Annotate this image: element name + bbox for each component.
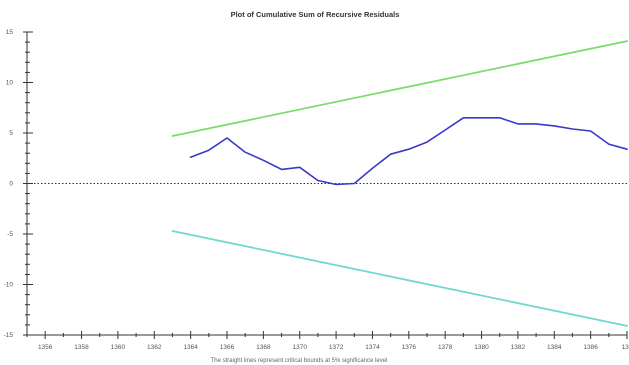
x-axis-ticks: 1356 1358 1360 1362 1364 1366 1368 1370 1372 1374… bbox=[26, 331, 629, 351]
y-tick-label: -10 bbox=[4, 282, 14, 289]
y-tick-label: 15 bbox=[6, 29, 14, 36]
y-tick-label: 5 bbox=[9, 130, 13, 137]
chart-title: Plot of Cumulative Sum of Recursive Resi… bbox=[231, 10, 400, 19]
x-tick-label: 1370 bbox=[292, 344, 307, 351]
y-tick-label: -5 bbox=[7, 231, 13, 238]
x-tick-label: 1358 bbox=[74, 344, 89, 351]
lower-bound-line bbox=[171, 230, 628, 327]
x-tick-label: 1368 bbox=[256, 344, 271, 351]
x-tick-label: 1360 bbox=[111, 344, 126, 351]
x-tick-label: 1364 bbox=[183, 344, 198, 351]
x-tick-label: 1386 bbox=[583, 344, 598, 351]
y-tick-label: 10 bbox=[6, 80, 14, 87]
chart-footnote: The straight lines represent critical bo… bbox=[211, 358, 388, 364]
x-tick-label: 1382 bbox=[511, 344, 526, 351]
x-tick-label: 138 bbox=[622, 344, 629, 351]
upper-bound-line bbox=[171, 40, 628, 137]
x-tick-label: 1380 bbox=[474, 344, 489, 351]
y-axis-ticks: -15 -10 -5 0 5 10 15 bbox=[4, 29, 33, 339]
x-tick-label: 1372 bbox=[329, 344, 344, 351]
x-tick-label: 1374 bbox=[365, 344, 380, 351]
y-tick-label: -15 bbox=[4, 332, 14, 339]
y-tick-label: 0 bbox=[9, 181, 13, 188]
x-tick-label: 1384 bbox=[547, 344, 562, 351]
x-tick-label: 1376 bbox=[402, 344, 417, 351]
axes bbox=[26, 32, 627, 336]
x-tick-label: 1362 bbox=[147, 344, 162, 351]
cusum-line bbox=[189, 117, 628, 186]
x-tick-label: 1378 bbox=[438, 344, 453, 351]
x-tick-label: 1366 bbox=[220, 344, 235, 351]
x-tick-label: 1356 bbox=[38, 344, 53, 351]
series-layer bbox=[27, 40, 628, 327]
